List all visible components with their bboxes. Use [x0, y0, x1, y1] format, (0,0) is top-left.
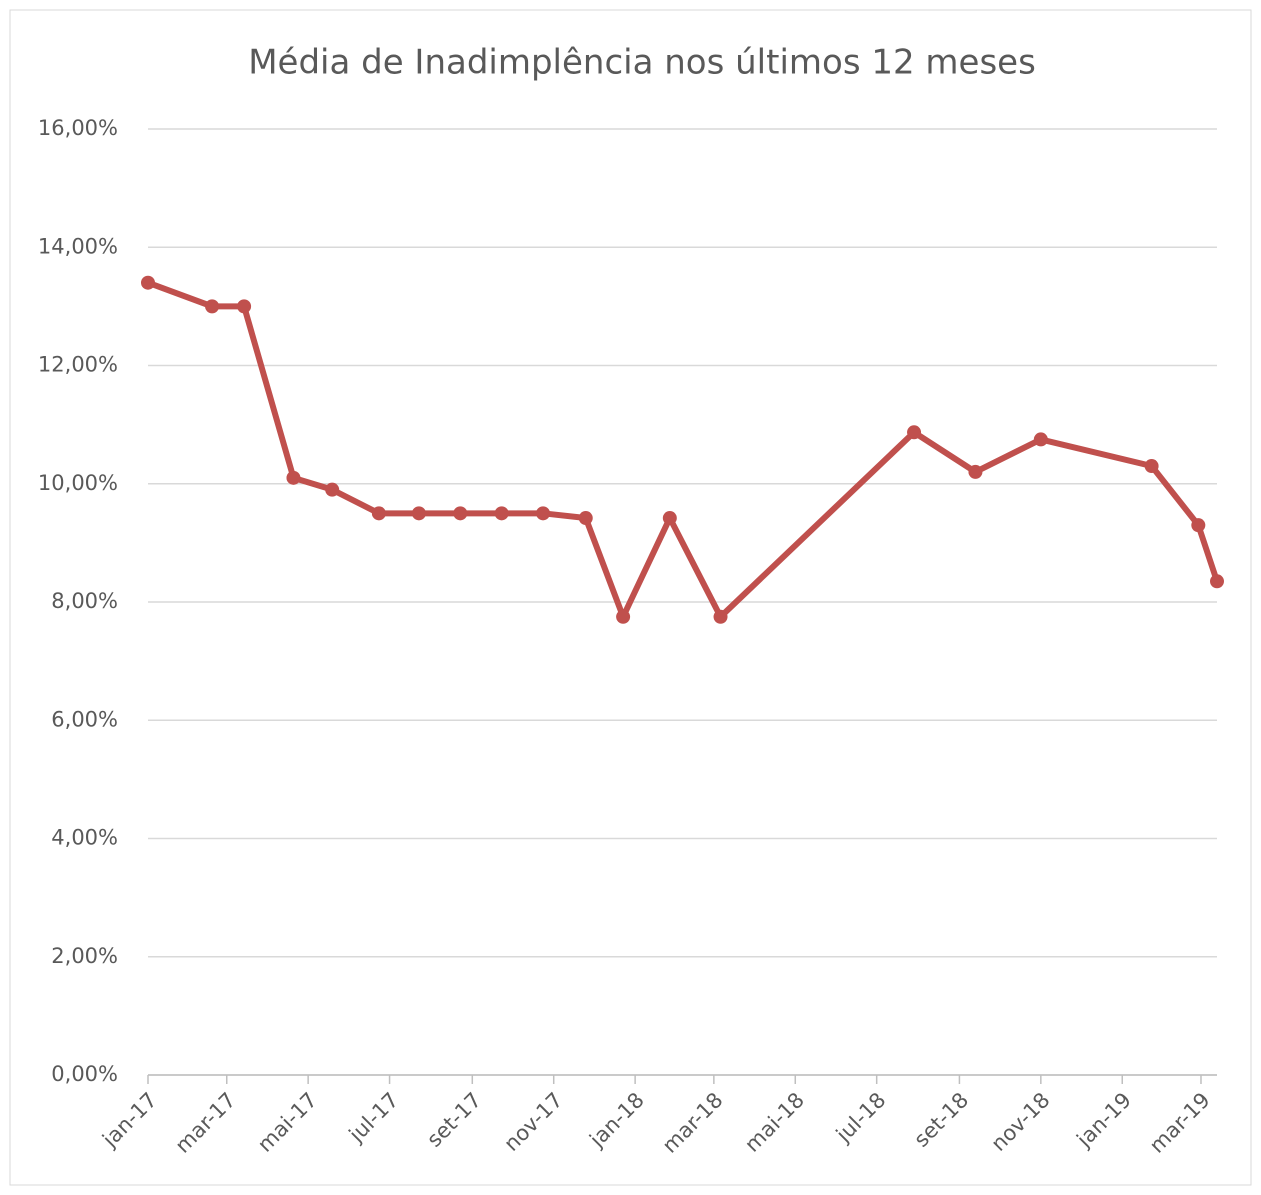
data-point	[141, 275, 155, 290]
data-point	[286, 470, 301, 485]
y-tick-label: 16,00%	[38, 116, 118, 140]
data-point	[411, 506, 426, 521]
data-point	[1210, 574, 1224, 589]
y-tick-label: 10,00%	[38, 471, 118, 495]
y-tick-label: 12,00%	[38, 353, 118, 377]
data-point	[494, 506, 509, 521]
data-point	[907, 425, 922, 440]
data-point	[237, 299, 252, 314]
y-tick-label: 6,00%	[51, 707, 118, 731]
data-point	[325, 482, 340, 497]
y-tick-label: 2,00%	[51, 944, 118, 968]
data-point	[1144, 459, 1159, 474]
data-point	[371, 506, 386, 521]
y-tick-label: 8,00%	[51, 589, 118, 613]
data-point	[205, 299, 220, 314]
data-point	[578, 511, 593, 526]
data-point	[1191, 518, 1206, 533]
y-tick-label: 0,00%	[51, 1062, 118, 1086]
y-tick-label: 14,00%	[38, 234, 118, 258]
data-point	[616, 609, 631, 624]
data-point	[1033, 432, 1048, 447]
data-point	[713, 609, 728, 624]
data-point	[968, 464, 983, 479]
chart-title: Média de Inadimplência nos últimos 12 me…	[248, 43, 1036, 83]
data-point	[662, 511, 677, 526]
data-point	[536, 506, 551, 521]
data-point	[453, 506, 468, 521]
y-tick-label: 4,00%	[51, 826, 118, 850]
